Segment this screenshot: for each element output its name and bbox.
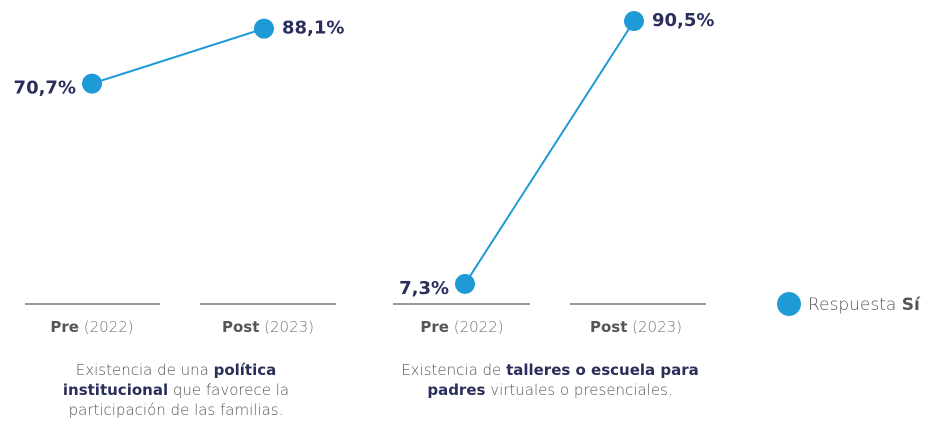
caption: Existencia de talleres o escuela para pa… [398, 360, 702, 400]
caption-part: talleres o escuela para padres [427, 361, 699, 399]
data-label: 7,3% [399, 278, 449, 299]
point [254, 18, 274, 39]
caption-part: Existencia de una [75, 361, 214, 379]
x-tick-label: Post (2023) [222, 318, 314, 336]
legend-marker [777, 292, 801, 316]
data-label: 88,1% [282, 18, 344, 39]
x-tick-label: Pre (2022) [50, 318, 133, 336]
caption-part: política institucional [62, 361, 277, 399]
caption: Existencia de una política institucional… [40, 360, 312, 420]
caption-part: virtuales o presenciales. [485, 381, 673, 399]
caption-part: que favorece la participación de las fam… [68, 381, 290, 419]
data-label: 90,5% [652, 10, 714, 31]
point [624, 11, 644, 32]
point [455, 273, 475, 294]
caption-part: Existencia de [401, 361, 507, 379]
legend-label: Respuesta Sí [808, 295, 921, 315]
line [464, 20, 635, 285]
point [82, 73, 102, 94]
x-tick-label: Post (2023) [590, 318, 682, 336]
x-tick-label: Pre (2022) [420, 318, 503, 336]
data-label: 70,7% [14, 78, 76, 99]
line [91, 27, 265, 85]
